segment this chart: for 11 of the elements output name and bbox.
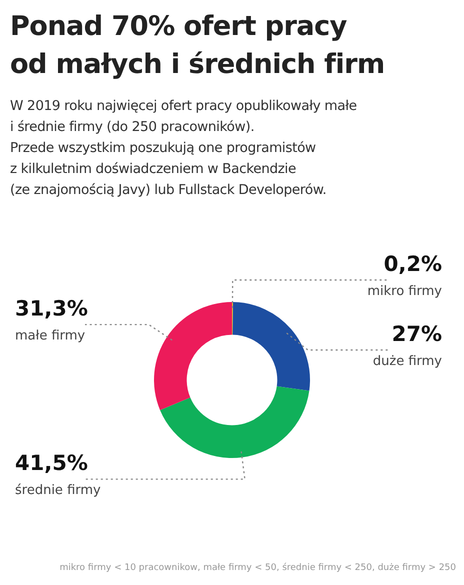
text: mikro firmy < 10 pracownikow, małe firmy < 50, średnie firmy < 250, duże firmy > 250: [58, 563, 456, 573]
data-label: 41,5%: [15, 451, 88, 476]
slice-label: średnie firmy: [15, 483, 102, 498]
chart-subtitle: W 2019 roku najwięcej ofert pracy opublikowały małe i średnie firmy (do 250 pracowników). Przede wszystkim poszukują one programistów z kilkuletnim doświadczeniem w Backendzie (ze znajomością Javy) lub Fullstack Developerów.: [10, 97, 357, 200]
slice-label: duże firmy: [372, 354, 442, 369]
chart-title: Ponad 70% ofert pracy od małych i średnich firm: [10, 10, 385, 82]
data-label: 0,2%: [384, 252, 442, 276]
slice-label: małe firmy: [15, 328, 86, 344]
slice-label: mikro firmy: [367, 284, 442, 299]
data-label: 31,3%: [15, 296, 88, 321]
data-label: 27%: [392, 322, 442, 346]
